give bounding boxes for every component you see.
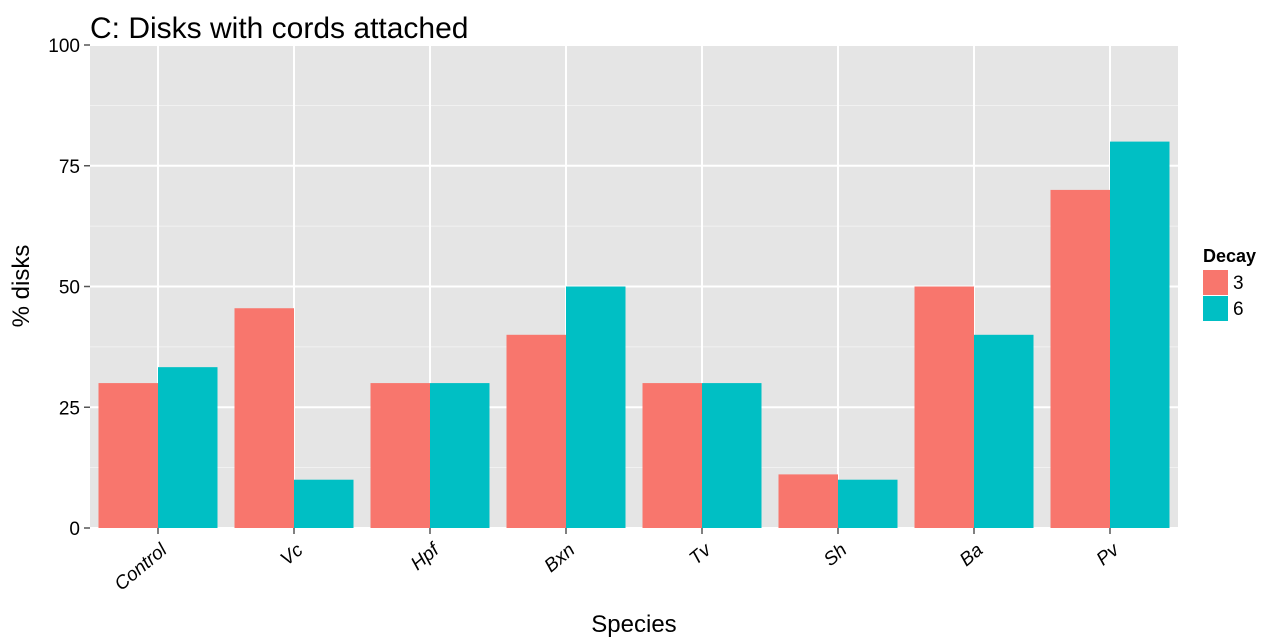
x-tick-label: Hpf bbox=[407, 539, 444, 575]
chart-title: C: Disks with cords attached bbox=[90, 12, 468, 45]
legend-label: 6 bbox=[1233, 299, 1244, 320]
x-tick-label: Sh bbox=[820, 540, 851, 571]
legend-label: 3 bbox=[1233, 273, 1244, 294]
bar-decay-6 bbox=[1110, 141, 1170, 528]
x-tick-label: Vc bbox=[277, 539, 308, 570]
legend-title: Decay bbox=[1203, 246, 1256, 266]
y-tick-label: 50 bbox=[59, 278, 80, 299]
bar-decay-3 bbox=[506, 334, 566, 528]
bar-decay-3 bbox=[234, 308, 294, 528]
y-tick-label: 75 bbox=[59, 157, 80, 178]
legend-key bbox=[1203, 270, 1228, 295]
legend: Decay 3 6 bbox=[1203, 246, 1256, 321]
bar-decay-3 bbox=[914, 286, 974, 528]
bar-decay-3 bbox=[98, 383, 158, 528]
x-tick-label: Tv bbox=[686, 539, 717, 570]
y-tick-label: 0 bbox=[69, 519, 80, 540]
y-axis-label: % disks bbox=[8, 245, 35, 328]
bar-decay-6 bbox=[566, 286, 626, 528]
x-axis: Control Vc Hpf Bxn Tv Sh Ba Pv bbox=[111, 528, 1125, 595]
y-tick-label: 100 bbox=[48, 36, 80, 57]
bar-decay-6 bbox=[430, 383, 490, 528]
x-tick-label: Bxn bbox=[541, 540, 580, 577]
bar-decay-3 bbox=[1050, 189, 1110, 528]
legend-key bbox=[1203, 296, 1228, 321]
bar-decay-3 bbox=[778, 474, 838, 528]
bar-decay-3 bbox=[370, 383, 430, 528]
bar-decay-3 bbox=[642, 383, 702, 528]
x-tick-label: Control bbox=[111, 539, 172, 595]
x-tick-label: Pv bbox=[1093, 539, 1125, 570]
y-tick-label: 25 bbox=[59, 398, 80, 419]
bar-decay-6 bbox=[702, 383, 762, 528]
bar-decay-6 bbox=[294, 479, 354, 528]
y-axis: 0 25 50 75 100 bbox=[48, 36, 90, 540]
x-axis-label: Species bbox=[591, 611, 676, 638]
bar-decay-6 bbox=[974, 334, 1034, 528]
bar-decay-6 bbox=[838, 479, 898, 528]
bar-decay-6 bbox=[158, 367, 218, 528]
bars bbox=[98, 141, 1170, 528]
x-tick-label: Ba bbox=[956, 540, 987, 571]
